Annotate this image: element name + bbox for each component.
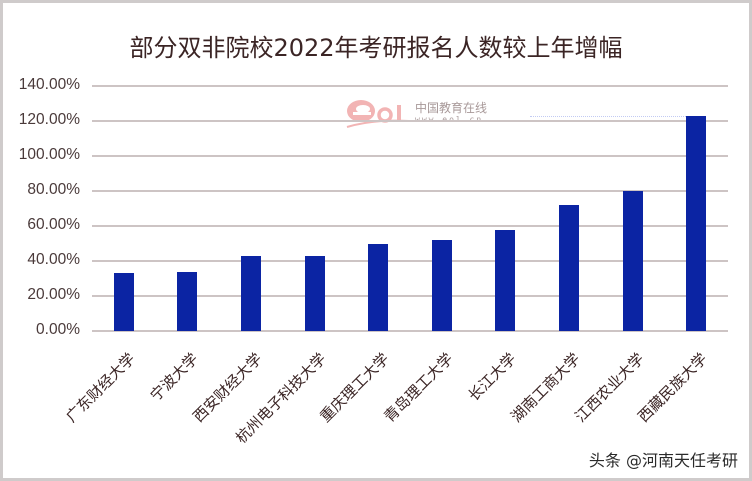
- bar: [113, 273, 134, 331]
- y-tick-label: 100.00%: [18, 146, 80, 163]
- gridline: [92, 85, 728, 87]
- y-tick-label: 20.00%: [27, 286, 80, 303]
- bar: [431, 240, 452, 331]
- chart-title: 部分双非院校2022年考研报名人数较上年增幅: [129, 34, 623, 62]
- gridline: [92, 330, 728, 332]
- eol-logo-icon: [346, 100, 410, 128]
- y-tick-label: 40.00%: [27, 251, 80, 268]
- watermark-url: www.eol.cn: [415, 115, 483, 124]
- y-tick-label: 80.00%: [27, 181, 80, 198]
- y-tick-label: 120.00%: [18, 111, 80, 128]
- gridline: [92, 260, 728, 262]
- y-tick-label: 0.00%: [36, 321, 80, 338]
- bar: [304, 255, 325, 331]
- gridline: [92, 295, 728, 297]
- watermark-text: 中国教育在线: [415, 101, 488, 115]
- faint-watermark-trace: [530, 116, 700, 123]
- bar: [241, 255, 261, 331]
- eol-watermark: 中国教育在线 www.eol.cn: [345, 95, 487, 135]
- bar: [686, 115, 707, 331]
- source-credit: 头条 @河南天任考研: [588, 451, 738, 470]
- gridline: [92, 155, 728, 157]
- bar: [368, 243, 389, 331]
- y-tick-label: 60.00%: [27, 216, 80, 233]
- bar: [559, 205, 579, 331]
- bar: [622, 191, 643, 331]
- bar: [495, 229, 516, 331]
- gridline: [92, 120, 728, 122]
- bar: [177, 271, 198, 331]
- y-tick-label: 140.00%: [18, 76, 80, 93]
- gridline: [92, 225, 728, 227]
- gridline: [92, 190, 728, 192]
